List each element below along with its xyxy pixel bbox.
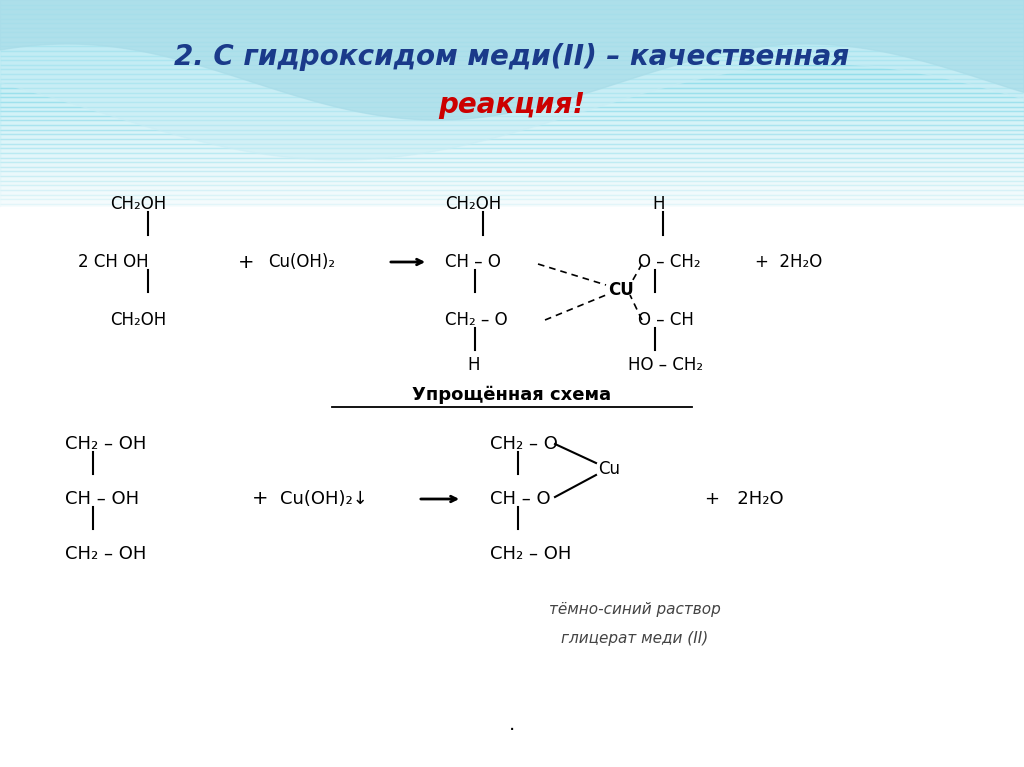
Bar: [0, 93, 1024, 97]
Text: CH₂ – OH: CH₂ – OH: [65, 545, 146, 563]
Bar: [0, 46, 1024, 51]
Text: CH₂ – O: CH₂ – O: [490, 435, 558, 453]
Bar: [0, 28, 1024, 32]
Text: реакция!: реакция!: [438, 91, 586, 119]
Bar: [0, 130, 1024, 134]
Bar: [0, 171, 1024, 176]
Bar: [0, 176, 1024, 181]
Text: 2. С гидроксидом меди(II) – качественная: 2. С гидроксидом меди(II) – качественная: [174, 43, 850, 71]
Bar: [0, 125, 1024, 130]
Bar: [0, 111, 1024, 116]
Bar: [0, 116, 1024, 120]
Bar: [0, 190, 1024, 195]
Bar: [0, 32, 1024, 37]
Text: глицерат меди (II): глицерат меди (II): [561, 631, 709, 647]
Bar: [0, 37, 1024, 41]
Text: H: H: [467, 356, 479, 374]
Text: 2 CH OH: 2 CH OH: [78, 253, 148, 271]
Text: CH₂OH: CH₂OH: [110, 195, 166, 213]
Text: HO – CH₂: HO – CH₂: [628, 356, 703, 374]
Bar: [0, 218, 1024, 222]
Text: CU: CU: [608, 281, 634, 299]
Bar: [0, 0, 1024, 5]
Bar: [0, 153, 1024, 157]
Bar: [0, 14, 1024, 18]
Text: +  2H₂O: + 2H₂O: [755, 253, 822, 271]
Text: Упрощённая схема: Упрощённая схема: [413, 386, 611, 404]
Bar: [0, 157, 1024, 162]
Bar: [0, 107, 1024, 111]
Text: Cu(OH)₂↓: Cu(OH)₂↓: [280, 490, 368, 508]
Bar: [0, 199, 1024, 204]
Text: Cu: Cu: [598, 460, 620, 478]
Bar: [0, 18, 1024, 23]
Text: O – CH₂: O – CH₂: [638, 253, 700, 271]
Text: CH – OH: CH – OH: [65, 490, 139, 508]
Bar: [0, 41, 1024, 46]
Bar: [0, 61, 1024, 65]
Text: тёмно-синий раствор: тёмно-синий раствор: [549, 601, 721, 617]
Text: CH – O: CH – O: [445, 253, 501, 271]
Bar: [0, 65, 1024, 70]
Bar: [0, 79, 1024, 84]
Bar: [0, 70, 1024, 74]
Text: CH – O: CH – O: [490, 490, 551, 508]
Bar: [0, 222, 1024, 227]
Text: +   2H₂O: + 2H₂O: [705, 490, 783, 508]
Text: CH₂ – OH: CH₂ – OH: [65, 435, 146, 453]
Bar: [0, 186, 1024, 190]
Bar: [0, 84, 1024, 88]
Bar: [0, 97, 1024, 102]
Bar: [0, 213, 1024, 218]
Bar: [0, 9, 1024, 14]
Bar: [0, 181, 1024, 186]
Text: CH₂OH: CH₂OH: [110, 311, 166, 329]
Bar: [0, 209, 1024, 213]
Bar: [0, 74, 1024, 79]
Bar: [0, 55, 1024, 61]
Bar: [0, 51, 1024, 55]
Bar: [0, 195, 1024, 199]
Text: +: +: [238, 252, 255, 272]
Bar: [0, 166, 1024, 171]
Bar: [0, 134, 1024, 139]
Bar: [0, 88, 1024, 93]
Bar: [0, 143, 1024, 148]
Bar: [0, 5, 1024, 9]
Bar: [0, 204, 1024, 209]
Text: CH₂ – O: CH₂ – O: [445, 311, 508, 329]
Bar: [0, 23, 1024, 28]
Bar: [0, 120, 1024, 125]
Text: +: +: [252, 489, 268, 509]
Text: CH₂OH: CH₂OH: [445, 195, 502, 213]
Bar: [0, 148, 1024, 153]
Text: .: .: [509, 716, 515, 735]
Bar: [0, 102, 1024, 107]
Bar: [0, 162, 1024, 166]
Bar: [0, 139, 1024, 143]
Text: CH₂ – OH: CH₂ – OH: [490, 545, 571, 563]
Text: Cu(OH)₂: Cu(OH)₂: [268, 253, 335, 271]
Text: O – CH: O – CH: [638, 311, 694, 329]
Bar: [0, 207, 1024, 767]
Text: H: H: [652, 195, 665, 213]
